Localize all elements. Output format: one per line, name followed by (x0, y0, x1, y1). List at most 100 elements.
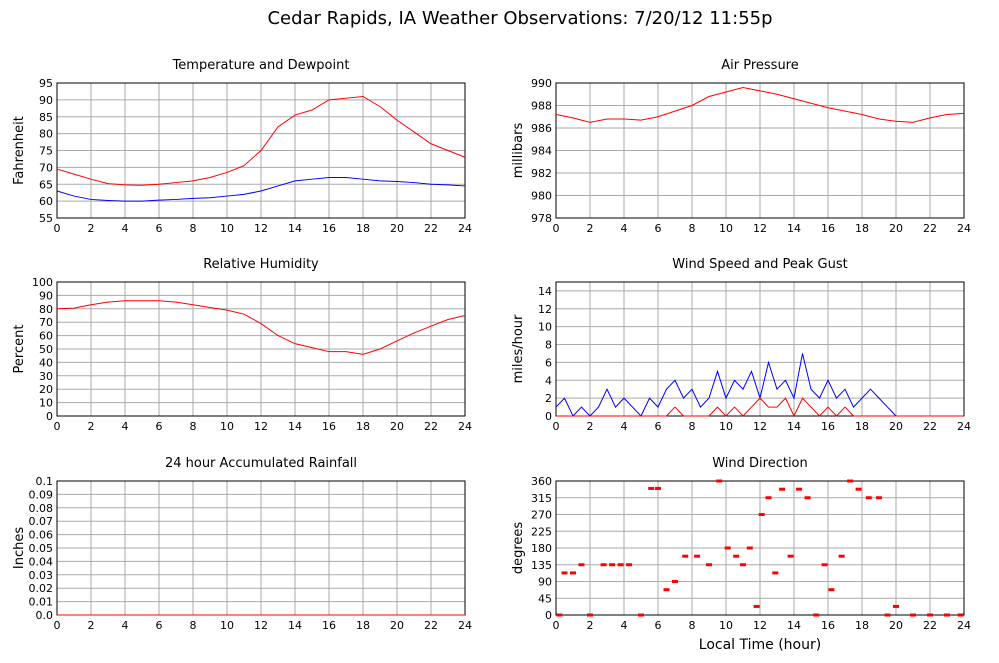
x-tick-label: 20 (889, 619, 903, 632)
y-tick-label: 0.08 (29, 502, 54, 515)
x-tick-label: 10 (719, 222, 733, 235)
x-tick-label: 2 (587, 222, 594, 235)
y-tick-label: 80 (39, 128, 53, 141)
x-tick-label: 24 (957, 619, 971, 632)
x-tick-label: 10 (220, 222, 234, 235)
y-tick-label: 10 (39, 397, 53, 410)
x-tick-label: 10 (719, 420, 733, 433)
y-tick-label: 60 (39, 195, 53, 208)
x-tick-label: 24 (957, 420, 971, 433)
scatter-point (740, 563, 746, 567)
x-tick-label: 22 (424, 420, 438, 433)
y-tick-label: 12 (538, 303, 552, 316)
y-tick-label: 982 (531, 167, 552, 180)
series-line (56, 95, 466, 186)
x-tick-label: 22 (424, 222, 438, 235)
plot-frame (555, 480, 965, 616)
x-tick-label: 4 (621, 420, 628, 433)
x-tick-label: 18 (855, 619, 869, 632)
y-tick-label: 20 (39, 383, 53, 396)
y-tick-label: 0.01 (29, 596, 54, 609)
x-tick-label: 8 (689, 619, 696, 632)
x-tick-label: 22 (424, 619, 438, 632)
x-tick-label: 2 (587, 420, 594, 433)
x-tick-label: 12 (254, 222, 268, 235)
y-tick-label: 55 (39, 212, 53, 225)
y-tick-label: 90 (39, 289, 53, 302)
x-tick-label: 4 (621, 222, 628, 235)
series-line (56, 300, 466, 355)
y-tick-label: 0.09 (29, 488, 54, 501)
x-tick-label: 20 (390, 619, 404, 632)
plot-frame (555, 82, 965, 219)
x-tick-label: 14 (787, 619, 801, 632)
x-tick-label: 2 (587, 619, 594, 632)
x-tick-label: 2 (88, 619, 95, 632)
y-tick-label: 980 (531, 190, 552, 203)
scatter-point (672, 580, 678, 583)
x-tick-label: 12 (254, 619, 268, 632)
scatter-point (828, 588, 835, 592)
y-tick-label: 100 (32, 276, 53, 289)
y-axis-label: millibars (511, 123, 526, 179)
scatter-point (682, 554, 689, 558)
x-tick-label: 6 (655, 619, 662, 632)
y-tick-label: 45 (538, 592, 552, 605)
y-tick-label: 0.03 (29, 569, 54, 582)
plot-frame (56, 82, 466, 219)
x-tick-label: 16 (821, 222, 835, 235)
x-tick-label: 20 (390, 420, 404, 433)
x-tick-label: 4 (122, 222, 129, 235)
y-tick-label: 2 (545, 392, 552, 405)
x-tick-label: 20 (889, 222, 903, 235)
x-tick-label: 12 (753, 420, 767, 433)
x-tick-label: 0 (553, 619, 560, 632)
scatter-point (561, 571, 568, 575)
y-tick-label: 986 (531, 122, 552, 135)
x-tick-label: 12 (254, 420, 268, 433)
scatter-point (663, 588, 670, 592)
x-tick-label: 0 (553, 222, 560, 235)
scatter-point (855, 487, 862, 491)
y-tick-label: 30 (39, 370, 53, 383)
x-tick-label: 16 (322, 619, 336, 632)
y-axis-label: Fahrenheit (12, 116, 27, 185)
y-tick-label: 0 (46, 410, 53, 423)
x-tick-label: 18 (356, 619, 370, 632)
scatter-point (600, 563, 607, 567)
page-title: Cedar Rapids, IA Weather Observations: 7… (267, 8, 772, 29)
scatter-point (746, 546, 753, 550)
y-tick-label: 978 (531, 212, 552, 225)
scatter-point (753, 604, 760, 608)
x-tick-label: 0 (54, 420, 61, 433)
x-tick-label: 20 (390, 222, 404, 235)
scatter-point (927, 613, 933, 617)
x-tick-label: 2 (88, 420, 95, 433)
scatter-point (648, 486, 655, 490)
scatter-point (910, 613, 916, 617)
chart-title: Relative Humidity (203, 257, 319, 272)
x-tick-label: 8 (689, 420, 696, 433)
scatter-point (617, 563, 624, 567)
x-tick-label: 16 (821, 619, 835, 632)
series-line (56, 177, 466, 202)
chart-title: Wind Direction (712, 456, 808, 471)
x-tick-label: 24 (458, 420, 472, 433)
scatter-point (779, 487, 786, 491)
x-tick-label: 18 (855, 420, 869, 433)
y-tick-label: 4 (545, 374, 552, 387)
x-tick-label: 14 (288, 420, 302, 433)
y-tick-label: 10 (538, 321, 552, 334)
scatter-point (694, 554, 701, 558)
chart-title: Wind Speed and Peak Gust (672, 257, 847, 272)
scatter-point (758, 513, 765, 516)
x-tick-label: 24 (957, 222, 971, 235)
scatter-point (765, 496, 772, 500)
scatter-point (716, 479, 723, 483)
x-tick-label: 24 (458, 222, 472, 235)
x-tick-label: 0 (54, 619, 61, 632)
y-tick-label: 990 (531, 77, 552, 90)
y-tick-label: 95 (39, 77, 53, 90)
y-tick-label: 270 (531, 509, 552, 522)
